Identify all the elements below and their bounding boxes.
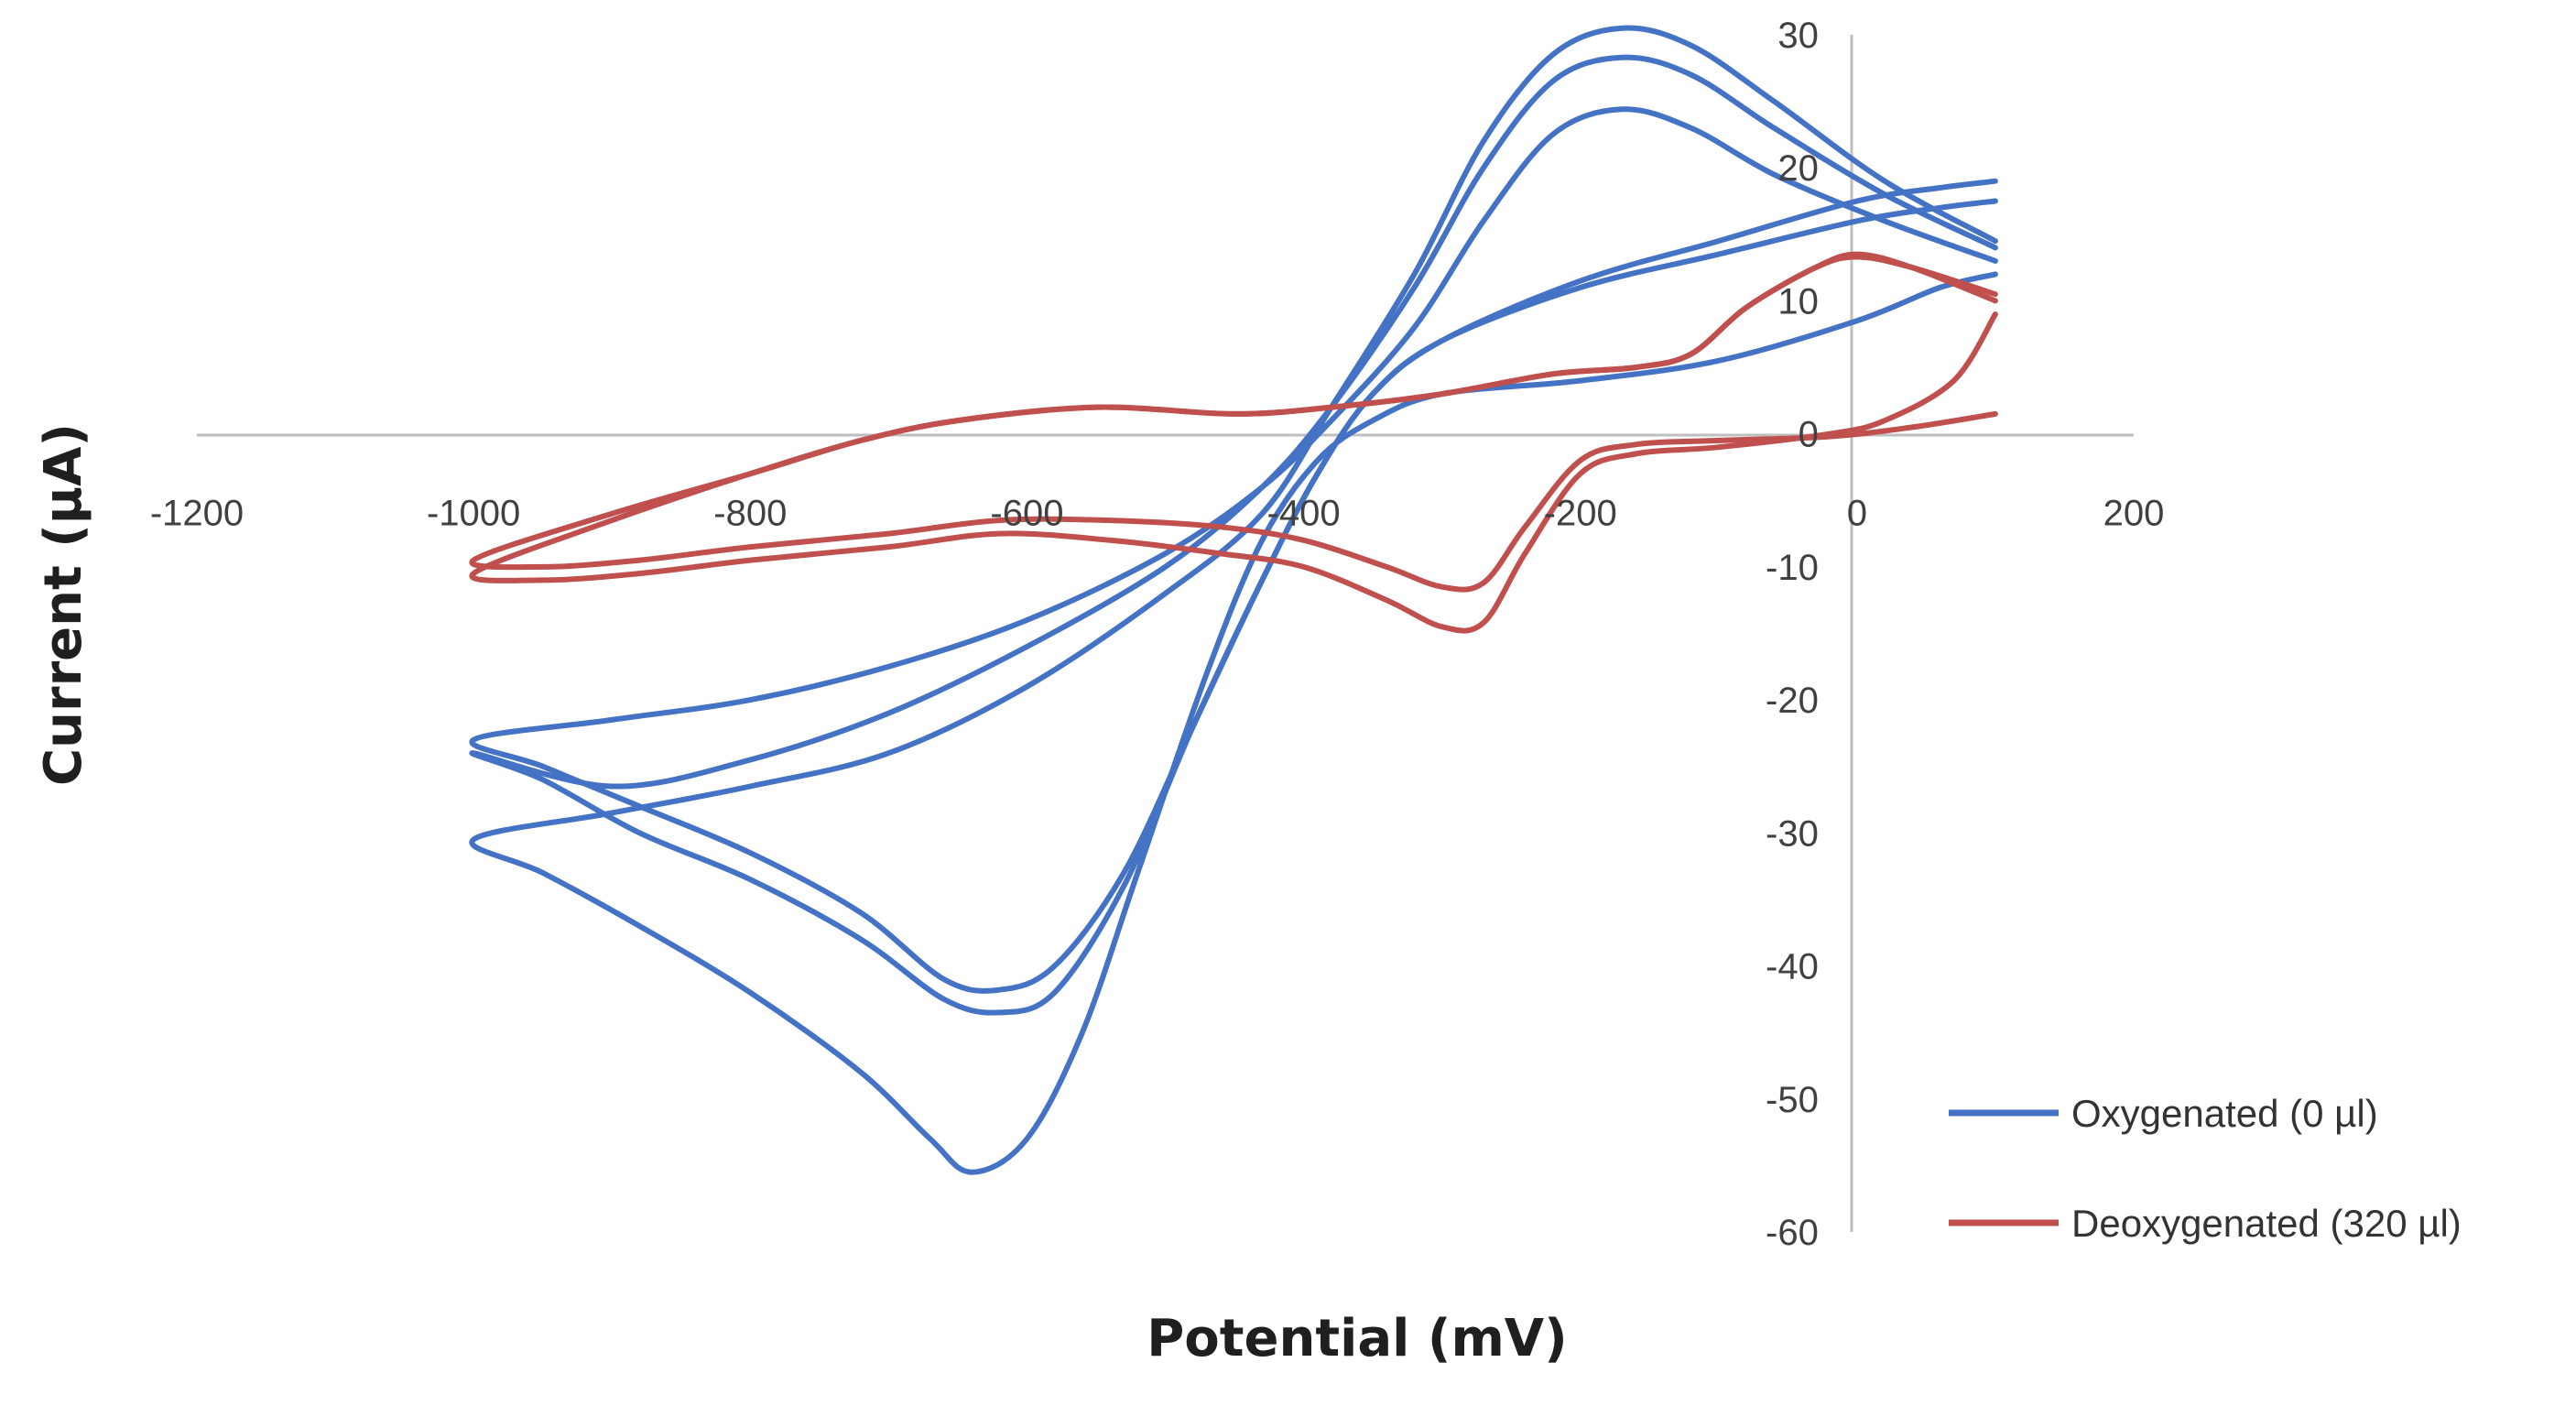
x-tick-label: -600 [990, 494, 1063, 534]
x-tick-label: -1000 [427, 494, 520, 534]
x-tick-label: -200 [1544, 494, 1617, 534]
y-tick-label: -40 [1766, 947, 1819, 987]
legend-item-deoxygenated: Deoxygenated (320 µl) [1949, 1202, 2462, 1245]
plot-area [469, 25, 1998, 1175]
x-tick-label: -800 [713, 494, 787, 534]
y-tick-label: -50 [1766, 1080, 1819, 1120]
y-tick-label: 10 [1777, 281, 1819, 322]
x-tick-label: 200 [2103, 494, 2165, 534]
x-tick-labels: -1200 -1000 -800 -600 -400 -200 0 200 [150, 494, 2165, 534]
y-tick-labels: 30 20 10 0 -10 -20 -30 -40 -50 -60 [1766, 16, 1819, 1253]
y-tick-label: -30 [1766, 813, 1819, 854]
legend-label-deoxygenated: Deoxygenated (320 µl) [2071, 1202, 2462, 1245]
series-line-cycle-3 [469, 25, 1998, 1175]
y-tick-label: -20 [1766, 681, 1819, 721]
series-deoxygenated [469, 251, 1998, 634]
series-line-cycle-2 [469, 251, 1998, 634]
legend: Oxygenated (0 µl) Deoxygenated (320 µl) [1949, 1092, 2462, 1245]
y-tick-label: 0 [1799, 415, 1819, 455]
legend-item-oxygenated: Oxygenated (0 µl) [1949, 1092, 2378, 1135]
y-tick-label: 30 [1777, 16, 1819, 56]
x-tick-label: 0 [1847, 494, 1867, 534]
x-axis-title: Potential (mV) [1147, 1309, 1567, 1368]
x-tick-label: -400 [1267, 494, 1341, 534]
series-line-cycle-2 [469, 54, 1998, 1016]
y-axis-title: Current (μA) [34, 423, 93, 786]
y-tick-label: -10 [1766, 548, 1819, 588]
x-tick-label: -1200 [150, 494, 244, 534]
y-tick-label: -60 [1766, 1213, 1819, 1253]
y-tick-label: 20 [1777, 148, 1819, 189]
axes [197, 35, 2134, 1232]
series-oxygenated [469, 25, 1998, 1175]
legend-label-oxygenated: Oxygenated (0 µl) [2071, 1092, 2378, 1135]
